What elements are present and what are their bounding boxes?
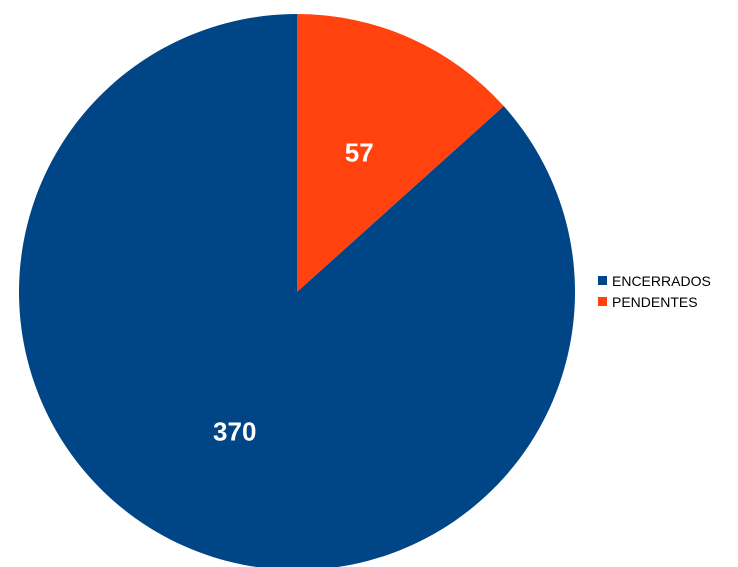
legend-item-pendentes: PENDENTES bbox=[598, 291, 711, 312]
data-label-pendentes: 57 bbox=[345, 137, 374, 167]
pie-slices bbox=[19, 14, 575, 567]
legend: ENCERRADOS PENDENTES bbox=[598, 270, 711, 312]
pie-labels: 57 370 bbox=[213, 137, 374, 446]
legend-swatch-encerrados bbox=[598, 276, 607, 285]
pie-slice-pendentes bbox=[297, 14, 504, 292]
legend-label-encerrados: ENCERRADOS bbox=[612, 272, 711, 289]
pie-slice-encerrados bbox=[19, 14, 575, 567]
legend-label-pendentes: PENDENTES bbox=[612, 293, 698, 310]
data-label-encerrados: 370 bbox=[213, 417, 256, 447]
legend-swatch-pendentes bbox=[598, 297, 607, 306]
legend-item-encerrados: ENCERRADOS bbox=[598, 270, 711, 291]
